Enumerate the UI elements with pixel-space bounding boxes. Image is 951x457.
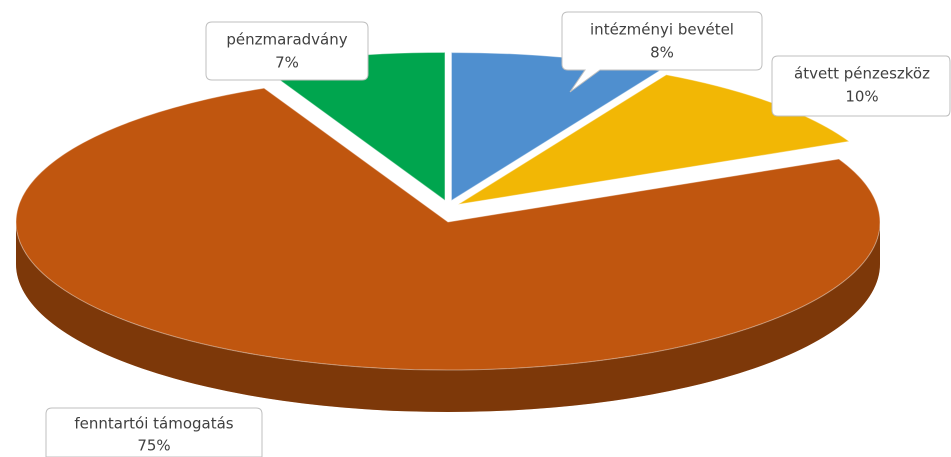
value-label: 8% xyxy=(650,44,674,62)
label-box xyxy=(561,11,763,93)
data-label: fenntartói támogatás 75% xyxy=(45,407,263,457)
data-label: átvett pénzeszköz 10% xyxy=(771,55,951,117)
label-box xyxy=(45,407,263,457)
category-label: átvett pénzeszköz xyxy=(794,65,930,83)
data-label: pénzmaradvány 7% xyxy=(205,21,369,81)
label-box xyxy=(205,21,369,81)
category-label: fenntartói támogatás xyxy=(74,415,233,433)
pie xyxy=(15,51,881,412)
slice-side-shade xyxy=(16,222,880,412)
category-label: pénzmaradvány xyxy=(226,31,347,49)
value-label: 10% xyxy=(845,88,878,106)
label-box xyxy=(771,55,951,117)
slice xyxy=(15,87,881,371)
value-label: 75% xyxy=(137,437,170,455)
data-label: intézményi bevétel 8% xyxy=(561,11,763,93)
value-label: 7% xyxy=(275,54,299,72)
category-label: intézményi bevétel xyxy=(590,21,734,39)
slice-side xyxy=(16,222,880,412)
